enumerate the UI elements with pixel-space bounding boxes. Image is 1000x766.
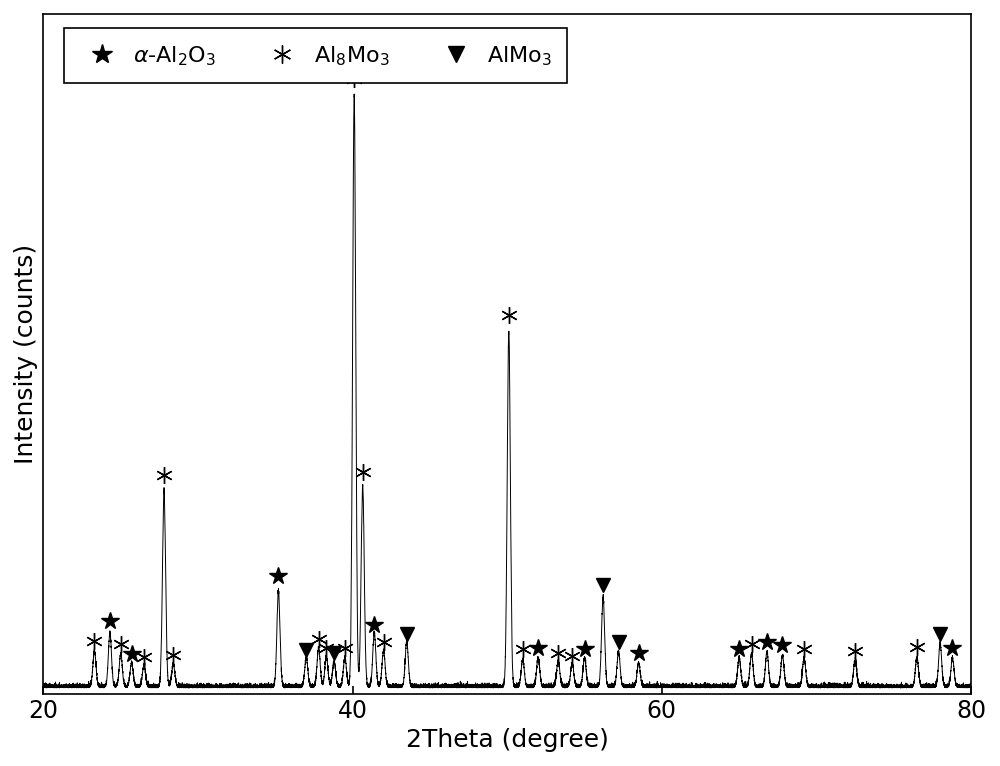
Legend: $\alpha$-Al$_2$O$_3$, Al$_8$Mo$_3$, AlMo$_3$: $\alpha$-Al$_2$O$_3$, Al$_8$Mo$_3$, AlMo… — [64, 28, 567, 83]
X-axis label: 2Theta (degree): 2Theta (degree) — [406, 728, 609, 752]
Y-axis label: Intensity (counts): Intensity (counts) — [14, 244, 38, 464]
